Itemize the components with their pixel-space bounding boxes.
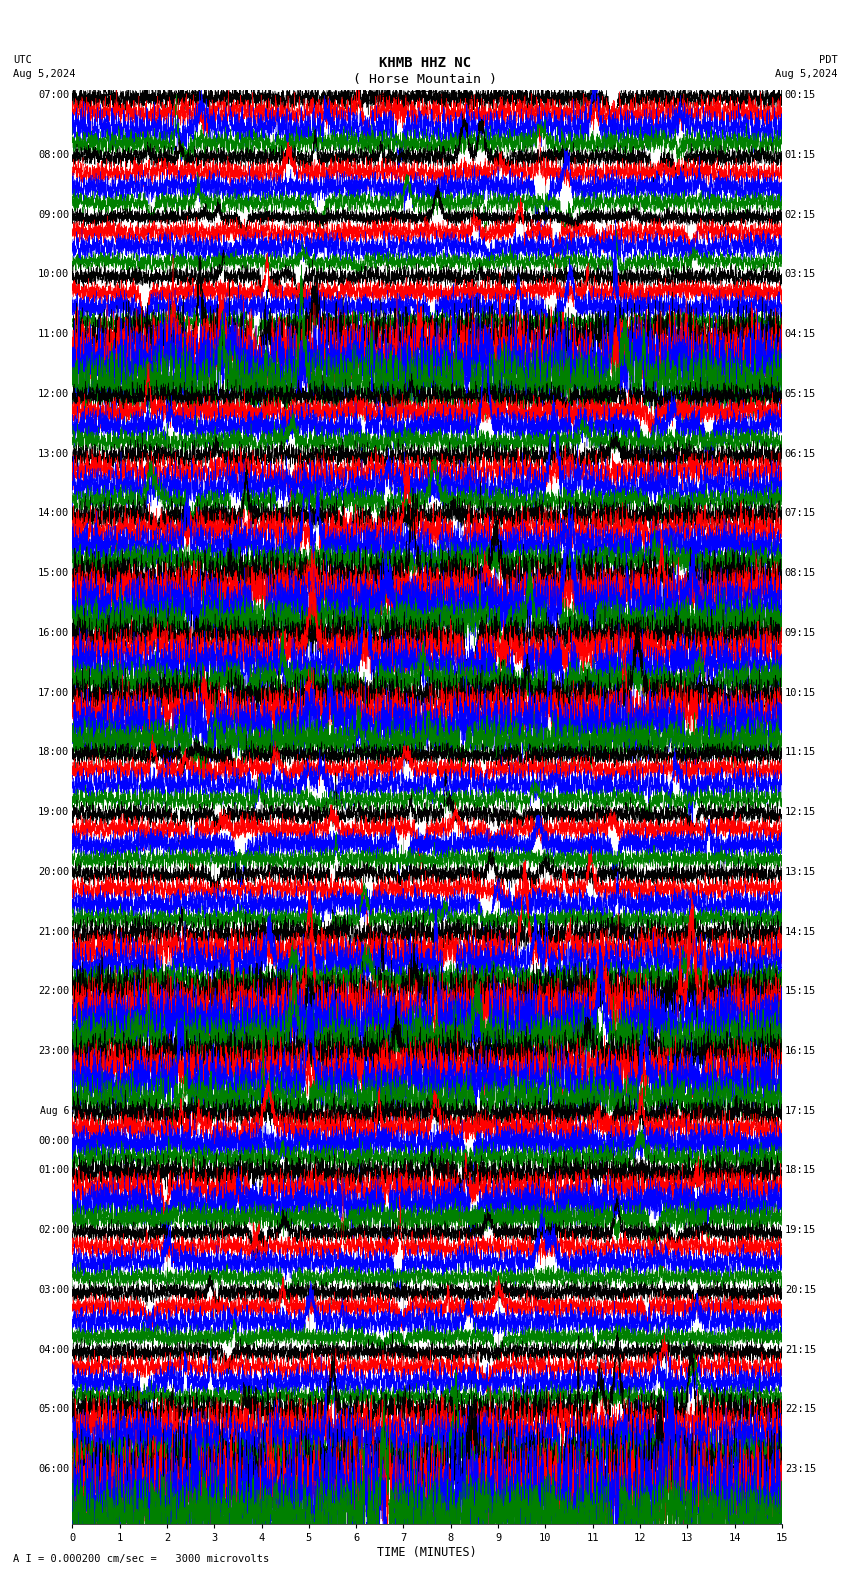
Text: 18:00: 18:00 — [38, 748, 70, 757]
Text: 19:15: 19:15 — [785, 1224, 816, 1236]
Text: 03:15: 03:15 — [785, 269, 816, 279]
Text: 04:00: 04:00 — [38, 1345, 70, 1354]
Text: 14:00: 14:00 — [38, 508, 70, 518]
X-axis label: TIME (MINUTES): TIME (MINUTES) — [377, 1546, 477, 1559]
Text: 09:00: 09:00 — [38, 209, 70, 220]
Text: 13:00: 13:00 — [38, 448, 70, 459]
Text: 04:15: 04:15 — [785, 329, 816, 339]
Text: 23:15: 23:15 — [785, 1464, 816, 1475]
Text: 19:00: 19:00 — [38, 806, 70, 817]
Text: 01:15: 01:15 — [785, 150, 816, 160]
Text: 00:00: 00:00 — [38, 1136, 70, 1145]
Text: 20:00: 20:00 — [38, 866, 70, 878]
Text: 12:15: 12:15 — [785, 806, 816, 817]
Text: 21:15: 21:15 — [785, 1345, 816, 1354]
Text: 22:00: 22:00 — [38, 987, 70, 996]
Text: Aug 6: Aug 6 — [40, 1106, 70, 1115]
Text: 16:00: 16:00 — [38, 627, 70, 638]
Text: 06:15: 06:15 — [785, 448, 816, 459]
Text: 08:00: 08:00 — [38, 150, 70, 160]
Text: 12:00: 12:00 — [38, 390, 70, 399]
Text: 11:00: 11:00 — [38, 329, 70, 339]
Text: 14:15: 14:15 — [785, 927, 816, 936]
Text: 20:15: 20:15 — [785, 1285, 816, 1294]
Text: 15:15: 15:15 — [785, 987, 816, 996]
Text: 23:00: 23:00 — [38, 1045, 70, 1057]
Text: 07:15: 07:15 — [785, 508, 816, 518]
Text: 05:00: 05:00 — [38, 1405, 70, 1415]
Text: KHMB HHZ NC: KHMB HHZ NC — [379, 55, 471, 70]
Text: 15:00: 15:00 — [38, 569, 70, 578]
Text: A I = 0.000200 cm/sec =   3000 microvolts: A I = 0.000200 cm/sec = 3000 microvolts — [13, 1554, 269, 1563]
Text: 10:00: 10:00 — [38, 269, 70, 279]
Text: 11:15: 11:15 — [785, 748, 816, 757]
Text: 17:00: 17:00 — [38, 687, 70, 697]
Text: 03:00: 03:00 — [38, 1285, 70, 1294]
Text: UTC: UTC — [13, 55, 31, 65]
Text: 08:15: 08:15 — [785, 569, 816, 578]
Text: PDT: PDT — [819, 55, 837, 65]
Text: 21:00: 21:00 — [38, 927, 70, 936]
Text: 18:15: 18:15 — [785, 1166, 816, 1175]
Text: 09:15: 09:15 — [785, 627, 816, 638]
Text: 02:15: 02:15 — [785, 209, 816, 220]
Text: 16:15: 16:15 — [785, 1045, 816, 1057]
Text: 07:00: 07:00 — [38, 90, 70, 100]
Text: ( Horse Mountain ): ( Horse Mountain ) — [353, 73, 497, 86]
Text: 05:15: 05:15 — [785, 390, 816, 399]
Text: Aug 5,2024: Aug 5,2024 — [774, 70, 837, 79]
Text: 10:15: 10:15 — [785, 687, 816, 697]
Text: 06:00: 06:00 — [38, 1464, 70, 1475]
Text: Aug 5,2024: Aug 5,2024 — [13, 70, 76, 79]
Text: 13:15: 13:15 — [785, 866, 816, 878]
Text: 02:00: 02:00 — [38, 1224, 70, 1236]
Text: 00:15: 00:15 — [785, 90, 816, 100]
Text: 22:15: 22:15 — [785, 1405, 816, 1415]
Text: 01:00: 01:00 — [38, 1166, 70, 1175]
Text: I  = 0.000200 cm/sec: I = 0.000200 cm/sec — [362, 90, 488, 101]
Text: 17:15: 17:15 — [785, 1106, 816, 1115]
